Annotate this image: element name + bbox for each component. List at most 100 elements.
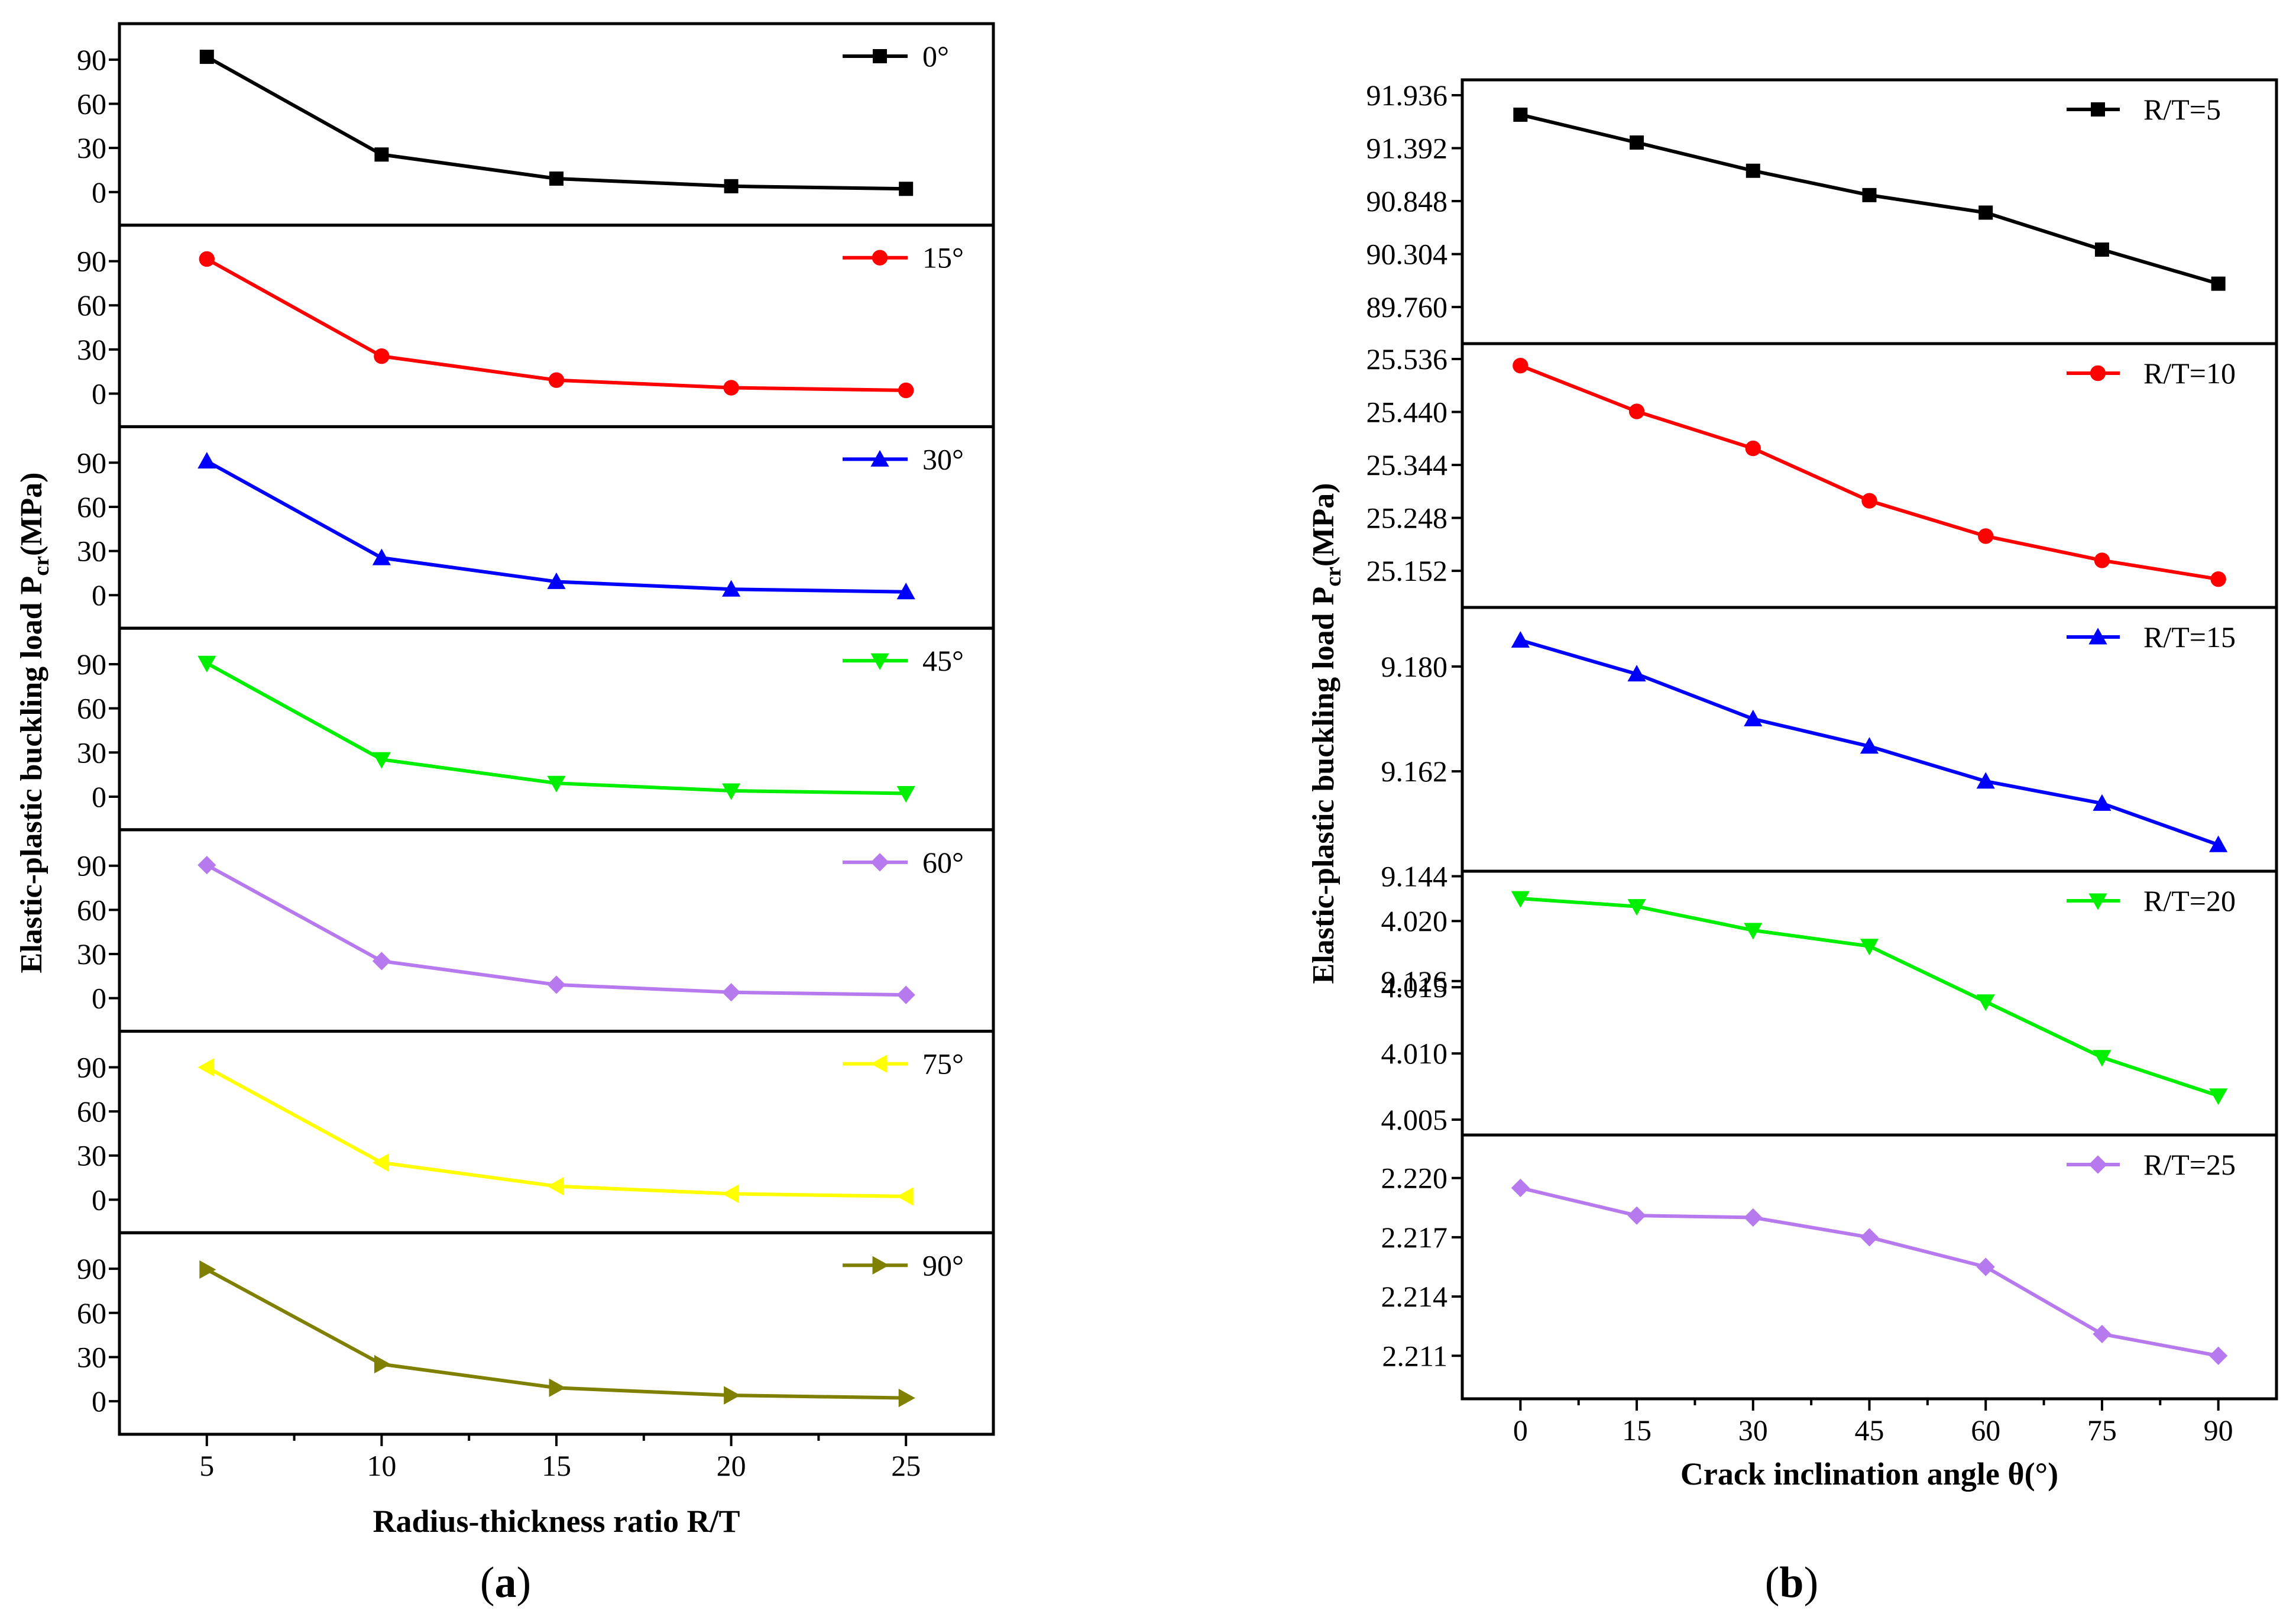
- subplot: 0 30 60 90 15°: [77, 224, 995, 428]
- legend-label: 15°: [922, 241, 964, 274]
- y-tick-label: 4.015: [1381, 971, 1448, 1004]
- data-point: [1627, 899, 1646, 916]
- data-point: [1746, 163, 1760, 178]
- data-point: [1513, 357, 1528, 374]
- series-line: [1520, 364, 2219, 581]
- y-tick-label: 0: [92, 377, 106, 410]
- data-point: [1976, 772, 1995, 789]
- x-axis-label: Crack inclination angle θ(°): [1680, 1456, 2058, 1492]
- y-tick-label: 2.214: [1381, 1280, 1448, 1313]
- legend-marker: [870, 450, 889, 467]
- y-tick-label: 90: [77, 43, 106, 76]
- data-point: [2094, 552, 2110, 568]
- data-point: [374, 1354, 391, 1374]
- subplot-frame: [118, 626, 995, 832]
- subplot-frame: [118, 1030, 995, 1234]
- legend-label: 45°: [922, 644, 964, 677]
- subplot: 0 30 60 90 90°: [77, 1231, 995, 1436]
- subplot-frame: [118, 425, 995, 630]
- data-point: [1861, 493, 1877, 509]
- y-tick-label: 90: [77, 648, 106, 681]
- y-tick-label: 90: [77, 446, 106, 479]
- data-point: [372, 752, 391, 769]
- y-tick-label: 0: [92, 1385, 106, 1418]
- data-point: [896, 583, 915, 600]
- legend-label: 60°: [922, 846, 964, 879]
- data-point: [899, 182, 914, 196]
- y-tick-label: 90: [77, 1252, 106, 1285]
- y-tick-label: 25.152: [1366, 554, 1448, 587]
- data-point: [549, 171, 564, 186]
- x-tick-label: 0: [1513, 1414, 1528, 1447]
- y-tick-label: 0: [92, 176, 106, 209]
- x-tick-label: 10: [367, 1449, 396, 1482]
- data-point: [722, 580, 741, 597]
- data-point: [896, 785, 915, 803]
- subplot: 0 30 60 90 30°: [77, 425, 995, 630]
- legend-marker: [2088, 893, 2107, 910]
- data-point: [547, 1177, 564, 1196]
- series-line: [206, 863, 906, 997]
- data-point: [1628, 403, 1645, 419]
- legend-label: 30°: [922, 442, 964, 476]
- data-point: [548, 372, 565, 388]
- data-point: [1627, 665, 1646, 682]
- y-tick-label: 4.020: [1381, 904, 1448, 937]
- x-tick-label: 15: [542, 1449, 571, 1482]
- legend-marker: [2088, 1155, 2107, 1174]
- y-tick-label: 91.392: [1366, 132, 1448, 165]
- subplot: 89.760 90.304 90.848 91.392 91.936 R/T=5: [1366, 78, 2278, 345]
- legend-label: R/T=10: [2143, 357, 2236, 390]
- data-point: [1744, 1208, 1763, 1227]
- legend-label: 90°: [922, 1249, 964, 1282]
- data-point: [199, 1260, 216, 1279]
- subplot: 0 30 60 90 75°: [77, 1030, 995, 1234]
- x-tick-label: 5: [199, 1449, 214, 1482]
- x-tick-label: 60: [1971, 1414, 2000, 1447]
- data-point: [1860, 939, 1879, 956]
- y-tick-label: 60: [77, 1095, 106, 1128]
- subplot: 0 30 60 90 0°: [77, 22, 995, 227]
- subplot: 0 30 60 90 60°: [77, 828, 995, 1033]
- y-tick-label: 89.760: [1366, 290, 1448, 324]
- data-point: [722, 1184, 739, 1204]
- data-point: [1745, 440, 1761, 457]
- data-point: [372, 1153, 389, 1172]
- data-point: [898, 1388, 915, 1408]
- data-point: [197, 452, 216, 469]
- data-point: [547, 775, 566, 793]
- data-point: [1511, 891, 1530, 908]
- y-tick-label: 91.936: [1366, 79, 1448, 112]
- data-point: [1978, 205, 1993, 220]
- data-point: [2210, 571, 2226, 587]
- data-point: [2093, 794, 2112, 811]
- legend-marker: [870, 653, 889, 670]
- y-tick-label: 25.248: [1366, 502, 1448, 535]
- data-point: [547, 572, 566, 589]
- subplot-frame: [118, 224, 995, 428]
- y-tick-label: 90: [77, 1050, 106, 1084]
- subplot: 4.005 4.010 4.015 4.020 R/T=20: [1381, 869, 2278, 1137]
- data-point: [2094, 242, 2109, 257]
- data-point: [199, 50, 214, 64]
- data-point: [1511, 1178, 1530, 1198]
- legend-marker: [873, 49, 887, 63]
- data-point: [1976, 1257, 1995, 1276]
- y-tick-label: 4.010: [1381, 1037, 1448, 1070]
- y-tick-label: 30: [77, 937, 106, 971]
- legend-marker: [872, 250, 888, 266]
- data-point: [1860, 1228, 1879, 1247]
- x-tick-label: 15: [1622, 1414, 1651, 1447]
- series-line: [206, 1065, 906, 1198]
- x-tick-label: 30: [1738, 1414, 1768, 1447]
- series-line: [206, 1267, 906, 1400]
- subplot-frame: [118, 1231, 995, 1436]
- subplot: 2.211 2.214 2.217 2.220 R/T=25: [1381, 1133, 2278, 1401]
- y-tick-label: 2.217: [1381, 1221, 1448, 1254]
- data-point: [1630, 135, 1644, 150]
- legend-marker: [872, 1256, 889, 1275]
- y-tick-label: 30: [77, 333, 106, 366]
- series-line: [1520, 1186, 2219, 1358]
- legend-marker: [870, 853, 889, 872]
